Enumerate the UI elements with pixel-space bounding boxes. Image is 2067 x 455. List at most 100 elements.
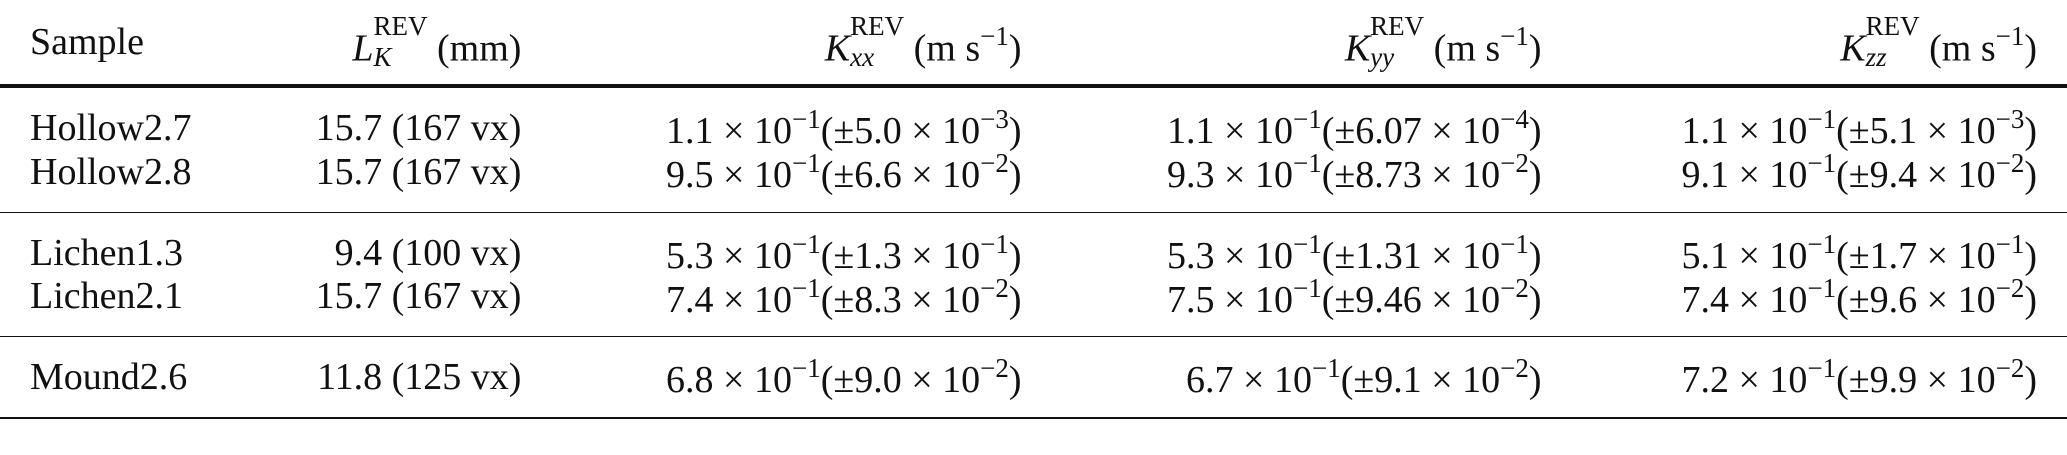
kyy-error-mantissa: 8.73 <box>1355 153 1422 196</box>
cell-kxx: 7.4 × 10−1(±8.3 × 10−2) <box>666 272 1022 321</box>
header-kxx-unit: (m s <box>913 27 981 70</box>
kyy-exponent: −1 <box>1292 272 1322 303</box>
kyy-error-exponent: −2 <box>1500 272 1529 303</box>
cell-kzz: 7.2 × 10−1(±9.9 × 10−2) <box>1681 353 2037 402</box>
kxx-exponent: −1 <box>791 228 821 259</box>
cell-kzz: 1.1 × 10−1(±5.1 × 10−3) <box>1681 104 2037 152</box>
kyy-error-mantissa: 9.1 <box>1374 359 1422 402</box>
kyy-exponent: −1 <box>1292 104 1322 134</box>
kyy-error-mantissa: 1.31 <box>1355 234 1422 277</box>
cell-sample: Lichen1.3 <box>30 231 184 274</box>
top-rule <box>0 84 2067 87</box>
header-kzz-sup: REV <box>1865 11 1920 41</box>
kyy-mantissa: 7.5 <box>1167 278 1215 321</box>
cell-kxx: 6.8 × 10−1(±9.0 × 10−2) <box>666 353 1022 402</box>
kxx-mantissa: 9.5 <box>666 153 714 196</box>
header-kyy-unit: (m s <box>1433 27 1501 70</box>
kzz-error-mantissa: 5.1 <box>1869 109 1918 152</box>
header-kzz-unit: (m s <box>1929 27 1996 70</box>
kzz-mantissa: 1.1 <box>1681 109 1729 152</box>
kxx-mantissa: 1.1 <box>666 109 714 152</box>
kyy-mantissa: 9.3 <box>1167 153 1215 196</box>
kyy-error-exponent: −2 <box>1500 353 1529 384</box>
kzz-mantissa: 5.1 <box>1681 234 1729 277</box>
kzz-error-mantissa: 1.7 <box>1869 234 1918 277</box>
kzz-mantissa: 7.2 <box>1681 359 1729 402</box>
table-body: Hollow2.7 15.7 (167 vx) 1.1 × 10−1(±5.0 × … <box>0 86 2067 421</box>
cell-kzz: 9.1 × 10−1(±9.4 × 10−2) <box>1681 147 2037 196</box>
kxx-exponent: −1 <box>791 272 821 303</box>
header-kzz-sub: zz <box>1865 42 1887 72</box>
table-row: Hollow2.7 15.7 (167 vx) 1.1 × 10−1(±5.0 × … <box>0 88 2067 150</box>
cell-kxx: 1.1 × 10−1(±5.0 × 10−3) <box>666 104 1022 152</box>
kzz-exponent: −1 <box>1807 272 1837 303</box>
kyy-error-mantissa: 6.07 <box>1355 109 1422 152</box>
header-lk-unit: (mm) <box>437 27 522 70</box>
cell-sample: Mound2.6 <box>30 356 188 399</box>
header-kyy-sup: REV <box>1370 11 1425 41</box>
kxx-exponent: −1 <box>791 147 821 178</box>
kzz-mantissa: 7.4 <box>1681 278 1729 321</box>
cell-lk: 15.7 (167 vx) <box>315 150 522 193</box>
kyy-error-mantissa: 9.46 <box>1355 278 1422 321</box>
kxx-error-mantissa: 5.0 <box>854 109 902 152</box>
group-rule <box>0 336 2067 338</box>
cell-kyy: 1.1 × 10−1(±6.07 × 10−4) <box>1167 104 1542 152</box>
kyy-mantissa: 5.3 <box>1167 234 1215 277</box>
kxx-error-exponent: −2 <box>980 272 1009 303</box>
header-kxx-unit-exp: −1 <box>980 21 1009 52</box>
kzz-exponent: −1 <box>1807 147 1837 178</box>
kxx-mantissa: 7.4 <box>666 278 714 321</box>
header-kzz-unit-close: ) <box>2024 27 2037 70</box>
cell-kxx: 5.3 × 10−1(±1.3 × 10−1) <box>666 228 1022 277</box>
header-kxx-sup: REV <box>850 11 905 41</box>
cell-kzz: 5.1 × 10−1(±1.7 × 10−1) <box>1681 228 2037 277</box>
header-lk-symbol: L <box>352 27 374 70</box>
rev-permeability-table: Sample L REV K (mm) K REV xx (m s−1) K REV yy … <box>0 0 2067 421</box>
kyy-mantissa: 1.1 <box>1167 109 1215 152</box>
kyy-error-exponent: −1 <box>1500 228 1529 259</box>
cell-lk: 9.4 (100 vx) <box>334 231 522 274</box>
kzz-error-exponent: −3 <box>1995 104 2025 134</box>
cell-kxx: 9.5 × 10−1(±6.6 × 10−2) <box>666 147 1022 196</box>
kxx-mantissa: 6.8 <box>666 359 714 402</box>
cell-kyy: 5.3 × 10−1(±1.31 × 10−1) <box>1167 228 1542 277</box>
kxx-error-mantissa: 6.6 <box>854 153 902 196</box>
cell-sample: Lichen2.1 <box>30 275 184 318</box>
cell-lk: 11.8 (125 vx) <box>317 356 522 399</box>
header-kxx-sub: xx <box>850 42 875 72</box>
header-lk-sup: REV <box>373 11 428 41</box>
kzz-exponent: −1 <box>1807 353 1837 384</box>
kxx-exponent: −1 <box>791 353 821 384</box>
table-row: Lichen2.1 15.7 (167 vx) 7.4 × 10−1(±8.3 × … <box>0 272 2067 337</box>
kzz-error-exponent: −2 <box>1995 272 2025 303</box>
kzz-error-mantissa: 9.6 <box>1869 278 1918 321</box>
kyy-mantissa: 6.7 <box>1186 359 1234 402</box>
kzz-exponent: −1 <box>1807 228 1837 259</box>
header-sample: Sample <box>30 21 144 63</box>
kyy-exponent: −1 <box>1311 353 1341 384</box>
cell-kyy: 9.3 × 10−1(±8.73 × 10−2) <box>1167 147 1542 196</box>
kyy-exponent: −1 <box>1292 147 1322 178</box>
kzz-error-mantissa: 9.4 <box>1869 153 1918 196</box>
kxx-error-mantissa: 1.3 <box>854 234 902 277</box>
header-kyy-unit-close: ) <box>1528 27 1542 70</box>
header-kzz: K REV zz (m s−1) <box>1542 0 2067 85</box>
header-kyy: K REV yy (m s−1) <box>1022 0 1542 85</box>
kyy-exponent: −1 <box>1292 228 1322 259</box>
cell-lk: 15.7 (167 vx) <box>315 106 522 149</box>
kzz-exponent: −1 <box>1807 104 1837 134</box>
kyy-error-exponent: −2 <box>1500 147 1529 178</box>
header-lk: L REV K (mm) <box>228 0 522 85</box>
kxx-error-mantissa: 9.0 <box>854 359 902 402</box>
cell-lk: 15.7 (167 vx) <box>315 275 522 318</box>
cell-sample: Hollow2.7 <box>30 106 192 149</box>
kxx-error-exponent: −3 <box>980 104 1009 134</box>
cell-kzz: 7.4 × 10−1(±9.6 × 10−2) <box>1681 272 2037 321</box>
table-row: Hollow2.8 15.7 (167 vx) 9.5 × 10−1(±6.6 × … <box>0 147 2067 212</box>
header-kzz-symbol: K <box>1840 27 1866 70</box>
header-row: Sample L REV K (mm) K REV xx (m s−1) K REV yy … <box>0 0 2067 85</box>
header-lk-sub: K <box>373 42 392 72</box>
group-rule <box>0 211 2067 213</box>
kzz-error-mantissa: 9.9 <box>1869 359 1918 402</box>
